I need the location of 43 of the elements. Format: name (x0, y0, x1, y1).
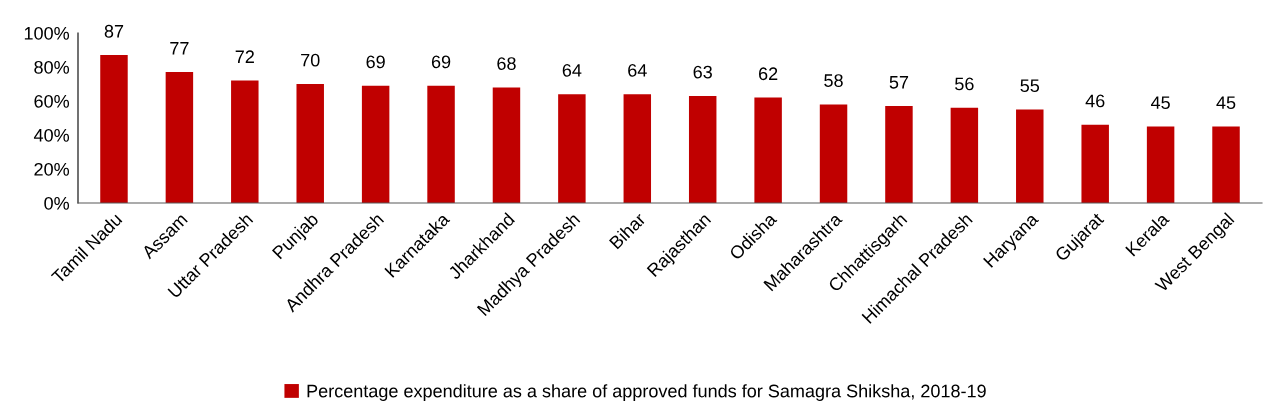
y-tick-label: 20% (34, 162, 70, 176)
bar (165, 72, 194, 203)
data-label: 46 (1085, 94, 1105, 108)
data-label: 63 (693, 65, 712, 79)
data-label: 70 (301, 53, 320, 67)
y-tick-label: 40% (33, 128, 70, 142)
bar (1016, 109, 1044, 203)
bar (427, 85, 455, 203)
y-tick-label: 100% (24, 26, 70, 40)
bar (296, 84, 324, 203)
legend-label: Percentage expenditure as a share of approved funds for Samagra Shiksha, 2018-19 (307, 384, 986, 401)
bar (1146, 126, 1175, 203)
data-label: 87 (104, 24, 124, 38)
bar (623, 94, 652, 203)
data-label: 68 (497, 57, 516, 70)
data-label: 64 (628, 63, 647, 77)
bar (1212, 126, 1240, 203)
data-label: 56 (955, 77, 974, 91)
data-label: 69 (431, 55, 451, 69)
y-tick-label: 80% (34, 60, 70, 74)
bar (492, 87, 521, 203)
bar (885, 106, 913, 203)
bar (361, 85, 390, 203)
y-tick-label: 0% (44, 196, 70, 210)
data-label: 69 (366, 55, 385, 69)
data-label: 58 (824, 74, 843, 87)
data-label: 57 (889, 76, 909, 89)
bar (688, 95, 717, 203)
y-tick-label: 60% (34, 94, 70, 108)
data-label: 45 (1216, 96, 1236, 110)
bar (950, 107, 979, 203)
data-label: 45 (1150, 96, 1170, 110)
bar (819, 104, 848, 203)
bar (231, 80, 259, 203)
data-label: 62 (759, 67, 778, 81)
bar (1081, 124, 1109, 203)
bar (100, 55, 128, 203)
data-label: 77 (170, 42, 189, 55)
bar (754, 97, 782, 203)
bar (558, 94, 586, 203)
data-label: 55 (1020, 79, 1040, 93)
data-label: 72 (235, 50, 254, 63)
data-label: 64 (562, 63, 582, 77)
